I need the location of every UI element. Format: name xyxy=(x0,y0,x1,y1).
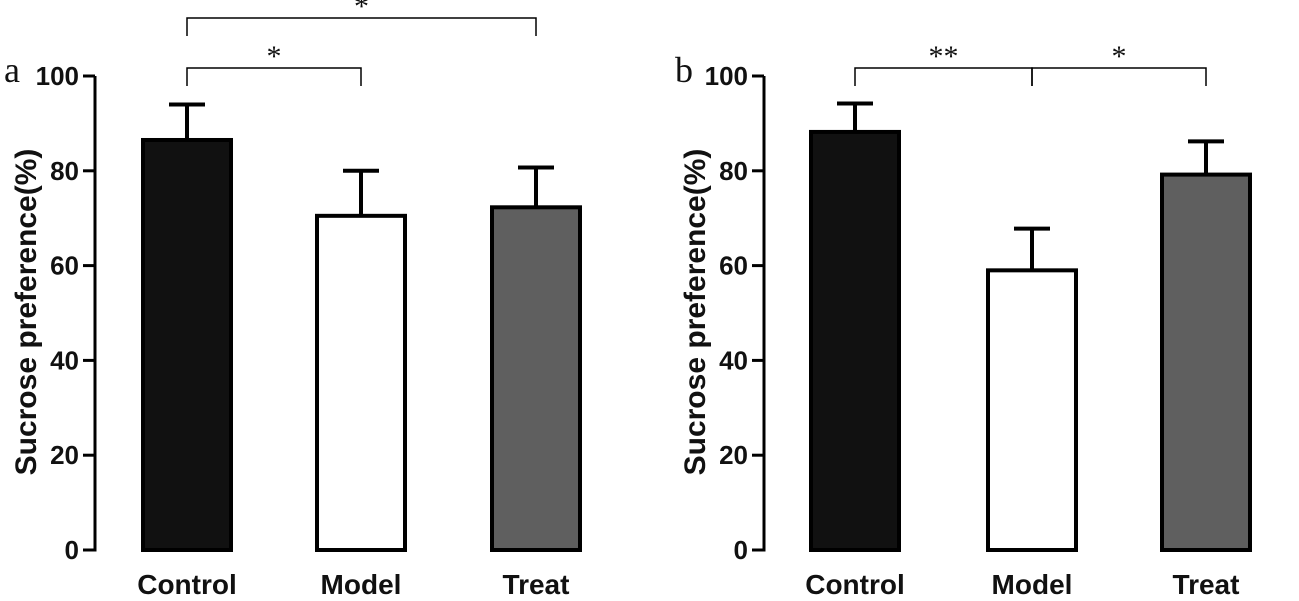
significance-bracket xyxy=(186,17,537,36)
significance-label: * xyxy=(267,40,282,73)
panel-letter: b xyxy=(675,50,693,90)
bar-treat xyxy=(490,205,582,552)
bar-control xyxy=(141,137,233,553)
panel-letter: a xyxy=(4,50,20,90)
y-tick-label: 60 xyxy=(719,251,748,281)
y-tick-label: 40 xyxy=(50,345,79,375)
significance-bracket xyxy=(1031,67,1207,86)
y-tick-label: 80 xyxy=(719,156,748,186)
y-tick-label: 60 xyxy=(50,251,79,281)
x-tick-label: Model xyxy=(321,569,402,600)
significance-label: * xyxy=(354,0,369,23)
y-tick-label: 0 xyxy=(734,535,748,565)
significance-label: * xyxy=(1112,40,1127,73)
x-tick-label: Control xyxy=(137,569,237,600)
panel-a: a Sucrose preference(%) 0 20 40 60 80 100 Contro… xyxy=(4,0,582,600)
x-tick-label: Treat xyxy=(503,569,570,600)
y-tick-label: 100 xyxy=(705,61,748,91)
y-tick-label: 20 xyxy=(50,440,79,470)
significance-label: ** xyxy=(929,40,959,73)
bar-model xyxy=(986,268,1078,552)
x-tick-label: Treat xyxy=(1173,569,1240,600)
y-tick-label: 80 xyxy=(50,156,79,186)
y-tick-label: 20 xyxy=(719,440,748,470)
y-tick-label: 0 xyxy=(65,535,79,565)
y-tick-label: 100 xyxy=(36,61,79,91)
bar-model xyxy=(315,213,407,553)
bar-treat xyxy=(1160,172,1252,552)
y-axis-label: Sucrose preference(%) xyxy=(10,149,43,476)
y-axis-label: Sucrose preference(%) xyxy=(679,149,712,476)
significance-bracket xyxy=(186,67,362,86)
x-tick-label: Model xyxy=(992,569,1073,600)
x-tick-label: Control xyxy=(805,569,905,600)
y-tick-label: 40 xyxy=(719,345,748,375)
panel-b: b Sucrose preference(%) 0 20 40 60 80 100 Contro… xyxy=(675,40,1252,600)
bar-control xyxy=(809,129,901,552)
